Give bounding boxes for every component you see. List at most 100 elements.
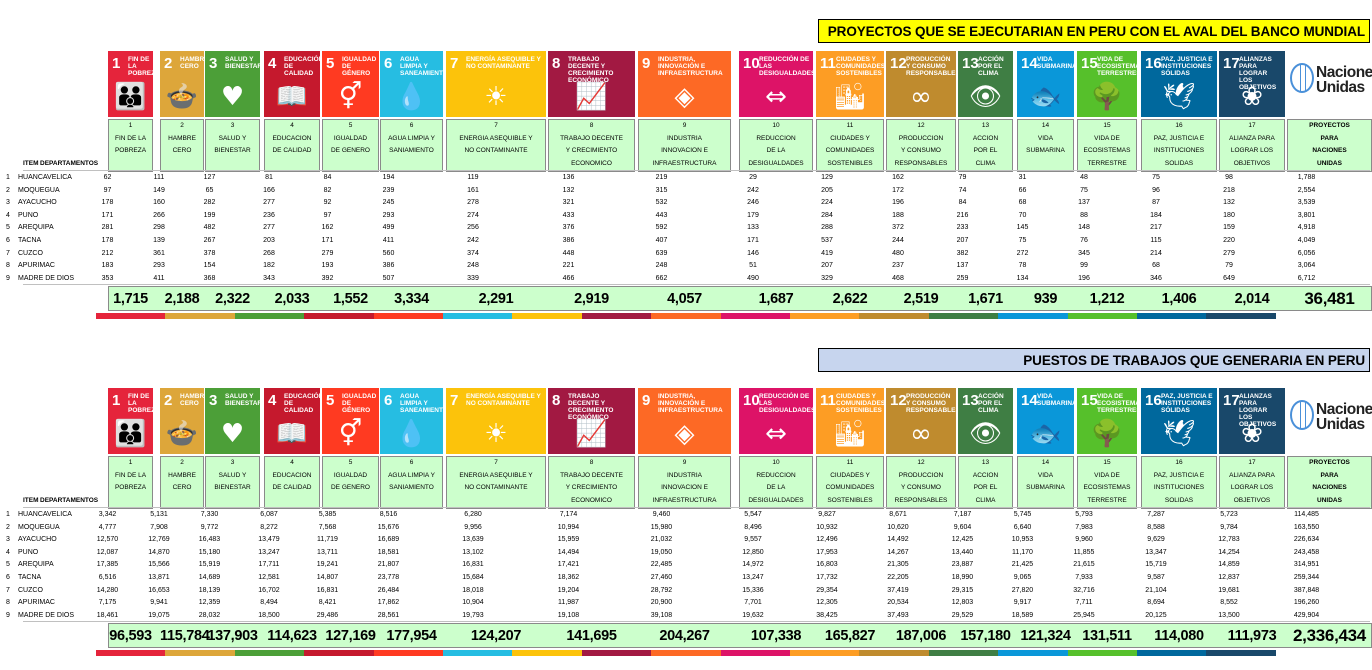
jobs-cell-value: 10,904 xyxy=(462,599,484,607)
jobs-cell-value: 23,778 xyxy=(377,574,400,581)
projects-cell-value: 490 xyxy=(747,274,759,282)
jobs-cell-value: 27,460 xyxy=(650,574,673,581)
projects-cell-value: 111 xyxy=(153,174,165,181)
jobs-cell-value: 11,855 xyxy=(1073,548,1095,556)
projects-cell-value: 443 xyxy=(655,211,668,219)
jobs-col-header-line: NACIONES xyxy=(1312,484,1347,491)
projects-col-header-12: 12 PRODUCCION Y CONSUMO RESPONSABLES xyxy=(886,119,956,172)
jobs-table-row: 2 MOQUEGUA 4,777 7,908 9,772 8,272 7,568 15,676… xyxy=(0,522,1349,535)
jobs-cell-value: 14,494 xyxy=(557,548,580,556)
projects-row-item: 2 xyxy=(6,186,10,194)
projects-table-row: 1 HUANCAVELICA 62 111 127 81 84 194 119 136 219 29 1… xyxy=(0,172,1349,185)
jobs-sdg-7-tile: 7 ENERGÍA ASEQUIBLE Y NO CONTAMINANTE ☀ xyxy=(446,388,546,454)
jobs-col-header-line: VIDA xyxy=(1037,471,1054,479)
jobs-cell-value: 15,180 xyxy=(198,548,221,556)
projects-divider xyxy=(23,170,1370,171)
projects-cell-value: 321 xyxy=(562,199,575,207)
projects-cell-value: 284 xyxy=(821,211,833,219)
jobs-color-strip xyxy=(443,650,513,656)
projects-cell-value: 272 xyxy=(1016,249,1029,257)
jobs-sdg-11-tile: 11 CIUDADES Y COMUNIDADES SOSTENIBLES 🏙 xyxy=(816,388,884,454)
jobs-sdg-number: 13 xyxy=(962,392,979,409)
jobs-cell-value: 13,871 xyxy=(148,574,170,581)
jobs-cell-value: 7,174 xyxy=(559,511,578,518)
jobs-col-header-line: TERRESTRE xyxy=(1087,496,1127,504)
projects-cell-value: 75 xyxy=(1018,237,1027,244)
jobs-cell-value: 29,486 xyxy=(316,611,339,619)
jobs-cell-value: 18,362 xyxy=(557,574,580,581)
projects-cell-value: 242 xyxy=(747,186,759,194)
projects-col-header-line: 8 xyxy=(589,122,594,129)
jobs-cell-value: 8,694 xyxy=(1147,599,1165,607)
projects-cell-value: 29 xyxy=(749,174,757,181)
jobs-cell-value: 196,260 xyxy=(1293,599,1320,607)
jobs-col-header-1: 1 FIN DE LA POBREZA xyxy=(108,456,153,509)
projects-sdg-1-tile: 1 FIN DE LA POBREZA 👪 xyxy=(108,51,153,117)
projects-cell-value: 293 xyxy=(153,262,165,270)
projects-cell-value: 115 xyxy=(1150,237,1162,244)
jobs-color-strip xyxy=(720,650,791,656)
projects-cell-value: 639 xyxy=(655,249,668,257)
jobs-cell-value: 8,494 xyxy=(260,599,278,607)
projects-cell-value: 268 xyxy=(263,249,275,257)
projects-cell-value: 145 xyxy=(1016,224,1029,232)
jobs-sdg-12-tile: 12 PRODUCCIÓN Y CONSUMO RESPONSABLES ∞ xyxy=(886,388,956,454)
projects-col-header-line: BIENESTAR xyxy=(214,147,251,154)
projects-col-header-1: 1 FIN DE LA POBREZA xyxy=(108,119,153,172)
jobs-row-department: PUNO xyxy=(18,548,39,556)
jobs-cell-value: 21,425 xyxy=(1011,561,1034,569)
projects-cell-value: 239 xyxy=(382,186,395,194)
projects-col-header-line: DE GENERO xyxy=(330,147,370,154)
jobs-cell-value: 16,831 xyxy=(462,561,484,569)
jobs-cell-value: 22,485 xyxy=(650,561,673,569)
jobs-total-value: 96,593 xyxy=(109,628,152,644)
jobs-col-header-line: 15 xyxy=(1103,459,1111,466)
city-icon: 🏙 xyxy=(833,419,867,449)
projects-cell-value: 386 xyxy=(382,262,395,270)
jobs-cell-value: 8,496 xyxy=(744,523,762,531)
projects-col-header-line: SALUD Y xyxy=(218,134,247,142)
projects-sdg-title: PRODUCCIÓN Y CONSUMO RESPONSABLES xyxy=(906,56,956,77)
projects-sdg-title: INDUSTRIA, INNOVACIÓN E INFRAESTRUCTURA xyxy=(658,56,723,77)
jobs-cell-value: 14,972 xyxy=(742,561,764,569)
jobs-table-row: 1 HUANCAVELICA 3,342 5,131 7,330 6,087 5,385 8,… xyxy=(0,509,1349,522)
jobs-cell-value: 20,534 xyxy=(887,599,909,607)
projects-cell-value: 132 xyxy=(1223,199,1235,207)
projects-sdg-14-tile: 14 VIDA SUBMARINA 🐟 xyxy=(1017,51,1074,117)
jobs-row-department: MOQUEGUA xyxy=(18,523,60,531)
projects-cell-value: 70 xyxy=(1018,211,1027,219)
jobs-sdg-title: INDUSTRIA, INNOVACIÓN E INFRAESTRUCTURA xyxy=(658,393,723,414)
projects-cell-value: 171 xyxy=(101,211,114,219)
projects-color-strip xyxy=(304,313,375,319)
projects-cell-value: 171 xyxy=(321,237,334,244)
jobs-cell-value: 18,018 xyxy=(462,586,484,594)
jobs-row-item: 4 xyxy=(6,548,10,556)
jobs-table-row: 5 AREQUIPA 17,385 15,566 15,919 17,711 19,241 2… xyxy=(0,559,1349,572)
projects-cell-value: 3,801 xyxy=(1297,211,1316,219)
jobs-sdg-6-tile: 6 AGUA LIMPIA Y SANEAMIENTO 💧 xyxy=(380,388,443,454)
projects-cell-value: 196 xyxy=(1078,274,1090,282)
jobs-sdg-number: 12 xyxy=(890,392,907,409)
jobs-sdg-16-tile: 16 PAZ, JUSTICIA E INSTITUCIONES SÓLIDAS 🕊 xyxy=(1141,388,1217,454)
projects-cell-value: 217 xyxy=(1150,224,1162,232)
book-icon: 📖 xyxy=(275,419,309,449)
jobs-col-header-total: PROYECTOS PARA NACIONES UNIDAS xyxy=(1287,456,1372,509)
projects-cell-value: 88 xyxy=(1080,211,1088,219)
water-icon: 💧 xyxy=(395,419,428,449)
book-icon: 📖 xyxy=(275,82,309,112)
projects-color-strip xyxy=(373,313,444,319)
projects-totals-row xyxy=(108,286,1372,311)
jobs-total-value: 137,903 xyxy=(207,628,258,644)
projects-cell-value: 274 xyxy=(467,211,479,219)
projects-cell-value: 66 xyxy=(1018,186,1027,194)
projects-cell-value: 244 xyxy=(892,237,904,244)
jobs-cell-value: 5,547 xyxy=(744,511,762,518)
projects-cell-value: 279 xyxy=(1223,249,1235,257)
tree-icon: 🌳 xyxy=(1090,82,1124,112)
jobs-cell-value: 23,887 xyxy=(951,561,974,569)
projects-cell-value: 277 xyxy=(263,224,275,232)
jobs-total-value: 107,338 xyxy=(750,628,802,644)
jobs-cell-value: 21,032 xyxy=(650,536,673,544)
jobs-sdg-title: PRODUCCIÓN Y CONSUMO RESPONSABLES xyxy=(906,393,956,414)
projects-color-strip xyxy=(928,313,999,319)
